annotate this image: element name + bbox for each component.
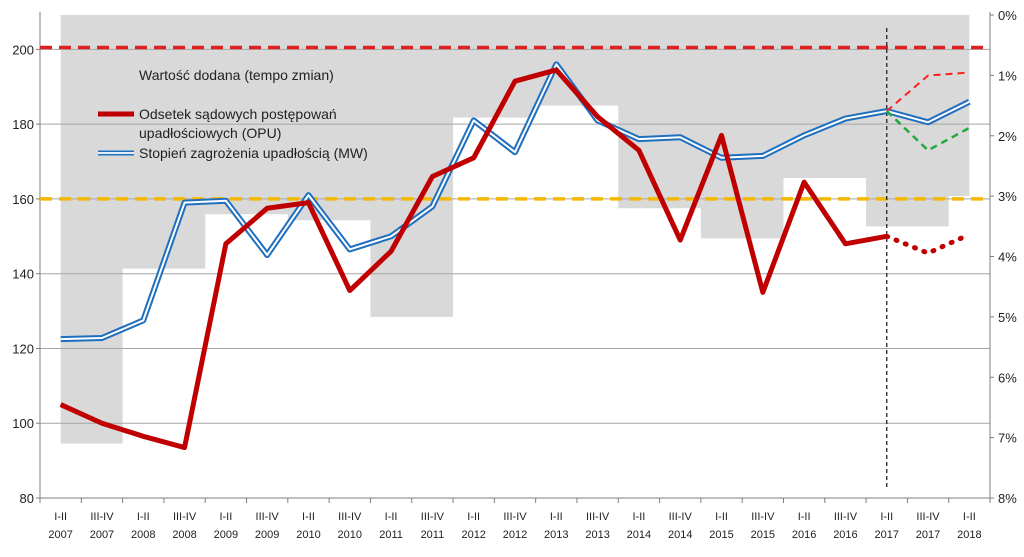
x-tick-year-8: 2011 xyxy=(379,529,403,541)
x-tick-year-6: 2010 xyxy=(296,529,320,541)
x-tick-year-16: 2015 xyxy=(709,529,733,541)
y-tick-left-140: 140 xyxy=(12,267,34,282)
x-tick-period-10: I-II xyxy=(467,511,480,523)
x-tick-period-8: I-II xyxy=(385,511,398,523)
legend-area-label: Wartość dodana (tempo zmian) xyxy=(139,67,334,83)
y-tick-left-100: 100 xyxy=(12,416,34,431)
x-tick-year-7: 2010 xyxy=(338,529,362,541)
x-tick-year-4: 2009 xyxy=(214,529,238,541)
x-tick-year-2: 2008 xyxy=(131,529,155,541)
y-tick-left-200: 200 xyxy=(12,42,34,57)
x-tick-period-5: III-IV xyxy=(256,511,280,523)
x-tick-year-0: 2007 xyxy=(48,529,72,541)
y-tick-right-1: 1% xyxy=(998,68,1017,83)
x-tick-period-11: III-IV xyxy=(503,511,527,523)
x-tick-year-9: 2011 xyxy=(421,529,445,541)
x-tick-period-9: III-IV xyxy=(421,511,445,523)
x-tick-period-22: I-II xyxy=(963,511,976,523)
x-tick-period-16: I-II xyxy=(715,511,728,523)
x-tick-period-21: III-IV xyxy=(916,511,940,523)
y-tick-left-180: 180 xyxy=(12,117,34,132)
legend: Wartość dodana (tempo zmian) Odsetek sąd… xyxy=(98,67,368,161)
x-tick-period-6: I-II xyxy=(302,511,315,523)
x-tick-period-7: III-IV xyxy=(338,511,362,523)
legend-mw-label: Stopień zagrożenia upadłością (MW) xyxy=(139,145,368,161)
y-tick-right-5: 5% xyxy=(998,310,1017,325)
x-tick-year-1: 2007 xyxy=(90,529,114,541)
x-tick-year-15: 2014 xyxy=(668,529,692,541)
x-tick-year-14: 2014 xyxy=(627,529,651,541)
x-tick-year-20: 2017 xyxy=(874,529,898,541)
x-tick-year-21: 2017 xyxy=(916,529,940,541)
x-tick-year-11: 2012 xyxy=(503,529,527,541)
y-tick-right-8: 8% xyxy=(998,491,1017,506)
y-tick-left-120: 120 xyxy=(12,341,34,356)
y-tick-right-2: 2% xyxy=(998,129,1017,144)
x-tick-period-17: III-IV xyxy=(751,511,775,523)
x-tick-year-10: 2012 xyxy=(461,529,485,541)
x-tick-year-3: 2008 xyxy=(172,529,196,541)
x-tick-year-13: 2013 xyxy=(585,529,609,541)
legend-area-swatch xyxy=(98,69,134,80)
x-tick-period-1: III-IV xyxy=(90,511,114,523)
y-tick-right-4: 4% xyxy=(998,250,1017,265)
x-tick-period-13: III-IV xyxy=(586,511,610,523)
x-tick-period-15: III-IV xyxy=(669,511,693,523)
y-tick-left-160: 160 xyxy=(12,192,34,207)
x-tick-period-2: I-II xyxy=(137,511,150,523)
x-tick-year-18: 2016 xyxy=(792,529,816,541)
y-tick-right-6: 6% xyxy=(998,370,1017,385)
y-tick-right-7: 7% xyxy=(998,431,1017,446)
x-tick-period-0: I-II xyxy=(54,511,67,523)
y-tick-right-3: 3% xyxy=(998,189,1017,204)
x-tick-period-20: I-II xyxy=(880,511,893,523)
x-tick-period-12: I-II xyxy=(550,511,563,523)
x-tick-year-17: 2015 xyxy=(751,529,775,541)
x-tick-period-14: I-II xyxy=(632,511,645,523)
x-tick-year-5: 2009 xyxy=(255,529,279,541)
x-tick-year-22: 2018 xyxy=(957,529,981,541)
y-tick-left-80: 80 xyxy=(20,491,34,506)
legend-opu-label-line2: upadłościowych (OPU) xyxy=(139,125,281,141)
x-tick-year-19: 2016 xyxy=(833,529,857,541)
x-tick-year-12: 2013 xyxy=(544,529,568,541)
x-tick-period-19: III-IV xyxy=(834,511,858,523)
x-tick-period-4: I-II xyxy=(219,511,232,523)
legend-opu-label-line1: Odsetek sądowych postępowań xyxy=(139,106,337,122)
y-tick-right-0: 0% xyxy=(998,8,1017,23)
x-tick-period-18: I-II xyxy=(798,511,811,523)
x-tick-period-3: III-IV xyxy=(173,511,197,523)
